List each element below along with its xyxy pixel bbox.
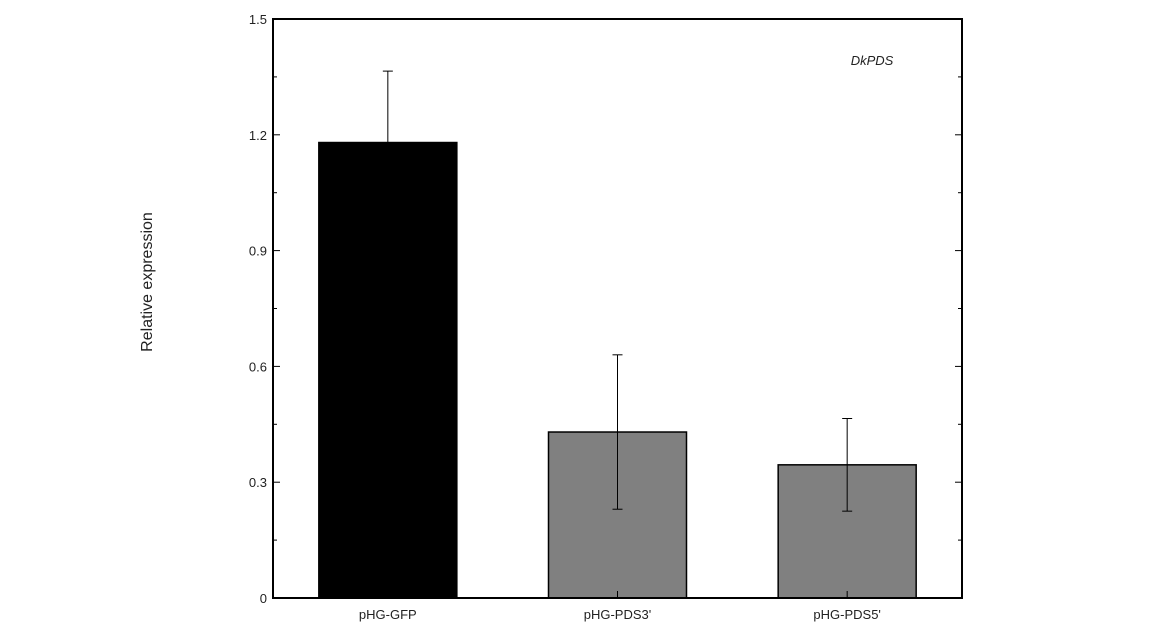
chart-annotation: DkPDS	[851, 53, 894, 68]
error-bars-layer	[382, 70, 853, 512]
y-tick-label: 1.5	[249, 12, 267, 27]
y-tick-label: 0.9	[249, 244, 267, 259]
y-axis-title: Relative expression	[139, 212, 156, 352]
y-tick-label: 0	[260, 591, 267, 606]
axes-layer: pHG-GFP pHG-PDS3' pHG-PDS5' 0 0.3 0.6 0.9 1.2 1.…	[249, 12, 963, 622]
bar	[318, 141, 458, 599]
plot-frame	[272, 18, 963, 599]
x-tick-label: pHG-GFP	[359, 607, 417, 622]
x-tick-label: pHG-PDS3'	[584, 607, 652, 622]
y-tick-label: 1.2	[249, 128, 267, 143]
y-tick-label: 0.6	[249, 359, 267, 374]
y-tick-label: 0.3	[249, 475, 267, 490]
x-tick-label: pHG-PDS5'	[813, 607, 881, 622]
